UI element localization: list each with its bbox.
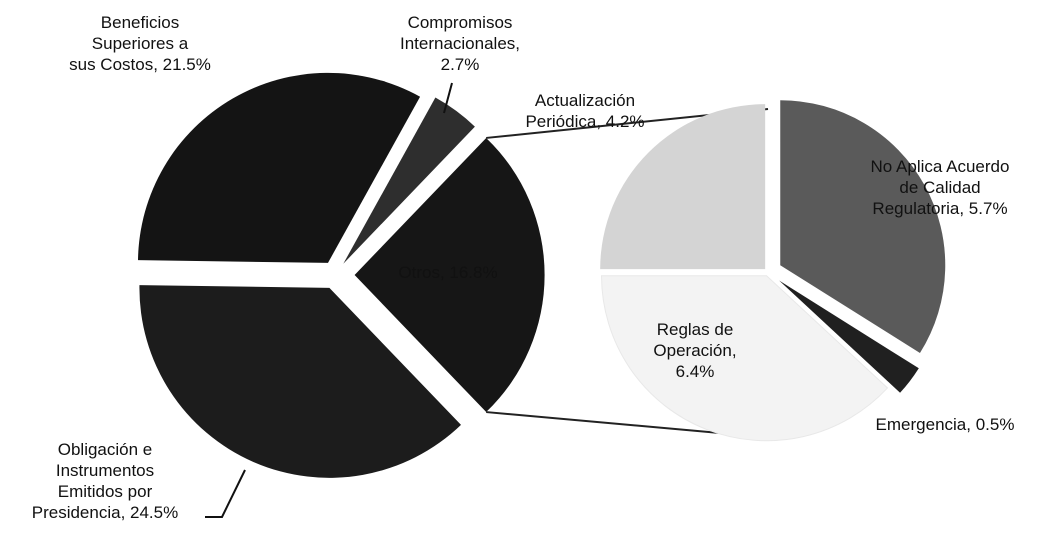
pie-slice bbox=[601, 275, 889, 442]
label-line: Actualización bbox=[535, 91, 635, 110]
slice-label: No Aplica Acuerdo de Calidad Regulatoria, … bbox=[871, 157, 1010, 218]
label-line: 2.7% bbox=[441, 55, 480, 74]
label-line: Regulatoria, 5.7% bbox=[872, 199, 1007, 218]
label-line: Compromisos bbox=[408, 13, 513, 32]
pie-slice bbox=[600, 104, 766, 270]
label-line: Obligación e bbox=[58, 440, 153, 459]
label-line: Reglas de bbox=[657, 320, 734, 339]
slice-label: Actualización Periódica, 4.2% bbox=[525, 91, 644, 131]
pie-slice bbox=[354, 137, 545, 413]
label-line: No Aplica Acuerdo bbox=[871, 157, 1010, 176]
pie-slice bbox=[343, 97, 475, 264]
label-line: Operación, bbox=[653, 341, 736, 360]
pie-slice bbox=[780, 100, 946, 354]
pie-slice bbox=[139, 285, 462, 478]
label-line: Periódica, 4.2% bbox=[525, 112, 644, 131]
slice-label: Emergencia, 0.5% bbox=[876, 415, 1015, 434]
label-line: Presidencia, 24.5% bbox=[32, 503, 178, 522]
pie-slice bbox=[779, 280, 919, 393]
label-line: Otros, 16.8% bbox=[398, 263, 497, 282]
label-line: sus Costos, 21.5% bbox=[69, 55, 211, 74]
label-line: Internacionales, bbox=[400, 34, 520, 53]
label-line: Instrumentos bbox=[56, 461, 154, 480]
slice-label: Beneficios Superiores a sus Costos, 21.5% bbox=[69, 13, 211, 74]
slice-label: Obligación e Instrumentos Emitidos por Pres… bbox=[32, 440, 178, 522]
leader-line bbox=[205, 469, 246, 518]
pie-slice bbox=[138, 72, 421, 263]
label-line: Beneficios bbox=[101, 13, 179, 32]
slice-label: Reglas de Operación, 6.4% bbox=[653, 320, 736, 381]
label-line: 6.4% bbox=[676, 362, 715, 381]
slice-label: Compromisos Internacionales, 2.7% bbox=[400, 13, 520, 74]
slice-label: Otros, 16.8% bbox=[398, 263, 497, 282]
label-line: Superiores a bbox=[92, 34, 189, 53]
label-line: Emitidos por bbox=[58, 482, 153, 501]
label-line: Emergencia, 0.5% bbox=[876, 415, 1015, 434]
connector bbox=[486, 411, 754, 437]
label-line: de Calidad bbox=[899, 178, 980, 197]
leader-line bbox=[443, 82, 453, 114]
